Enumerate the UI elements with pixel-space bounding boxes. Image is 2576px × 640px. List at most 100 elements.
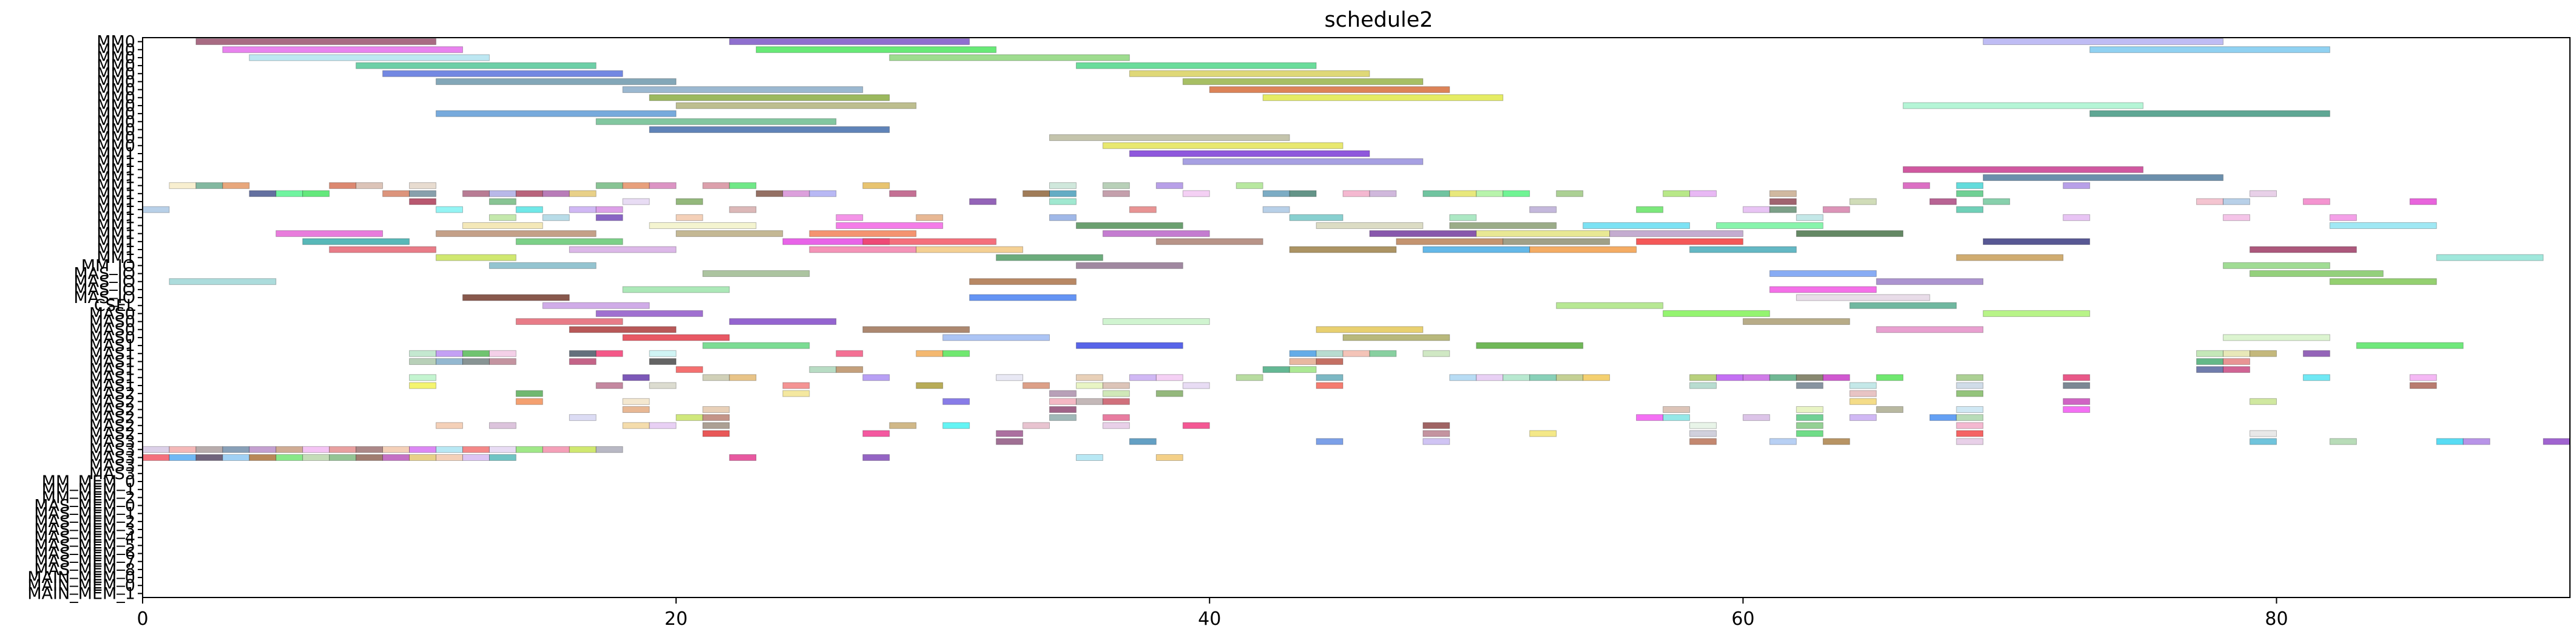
task-bar bbox=[462, 190, 490, 197]
task-bar bbox=[2063, 406, 2091, 413]
task-bar bbox=[1476, 342, 1584, 349]
task-bar bbox=[436, 350, 463, 357]
task-bar bbox=[1102, 414, 1130, 421]
task-bar bbox=[356, 62, 597, 69]
task-bar bbox=[836, 222, 944, 230]
task-bar bbox=[569, 190, 597, 197]
y-tick-label: MAS0 bbox=[89, 321, 135, 339]
task-bar bbox=[1102, 318, 1210, 325]
task-bar bbox=[1689, 438, 1717, 445]
task-bar bbox=[1796, 422, 1824, 429]
task-bar bbox=[1449, 374, 1477, 381]
task-bar bbox=[1342, 190, 1370, 197]
task-bar bbox=[1876, 278, 1984, 285]
task-bar bbox=[782, 190, 810, 197]
task-bar bbox=[1983, 310, 2091, 317]
task-bar bbox=[2302, 350, 2330, 357]
task-bar bbox=[809, 366, 837, 373]
x-axis-ticks: 0 20 40 60 80 bbox=[137, 597, 2288, 630]
x-tick-label: 40 bbox=[1198, 608, 1221, 630]
task-bar bbox=[488, 446, 516, 453]
task-bar bbox=[1742, 206, 1770, 213]
task-bar bbox=[1876, 406, 1904, 413]
task-bar bbox=[916, 350, 944, 357]
y-tick-label: MM_MEM_2 bbox=[42, 488, 135, 507]
task-bar bbox=[1209, 86, 1450, 94]
task-bar bbox=[2436, 438, 2464, 445]
y-tick-label: MAS3 bbox=[89, 440, 135, 459]
task-bar bbox=[356, 182, 384, 189]
y-tick-label: MM0 bbox=[96, 97, 135, 115]
task-bar bbox=[1556, 374, 1584, 381]
task-bar bbox=[1476, 374, 1504, 381]
task-bar bbox=[702, 406, 730, 413]
y-tick-label: MM0 bbox=[96, 104, 135, 123]
task-bar bbox=[1155, 238, 1263, 245]
task-bar bbox=[2223, 198, 2251, 205]
task-bar bbox=[809, 246, 917, 253]
task-bar bbox=[462, 358, 490, 365]
y-tick-label: MAS_MEM_3 bbox=[34, 520, 135, 539]
task-bar bbox=[2329, 214, 2357, 221]
task-bar bbox=[276, 446, 303, 453]
task-bar bbox=[702, 414, 730, 421]
task-bar bbox=[2543, 438, 2571, 445]
task-bar bbox=[542, 214, 570, 221]
task-bar bbox=[488, 454, 516, 461]
task-bar bbox=[1155, 390, 1183, 397]
y-tick-label: MAS_IO bbox=[73, 281, 135, 299]
task-bar bbox=[2436, 254, 2544, 261]
task-bar bbox=[1983, 238, 2091, 245]
y-tick-label: MM1 bbox=[96, 192, 135, 211]
task-bar bbox=[622, 286, 730, 293]
y-tick-label: MAS_MEM_6 bbox=[34, 545, 135, 563]
task-bar bbox=[1769, 198, 1797, 205]
task-bar bbox=[675, 230, 783, 237]
task-bar bbox=[1369, 190, 1397, 197]
task-bar bbox=[436, 230, 597, 237]
y-tick-label: MAS1 bbox=[89, 361, 135, 380]
task-bar bbox=[276, 190, 303, 197]
task-bar bbox=[1689, 374, 1717, 381]
task-bar bbox=[1182, 158, 1424, 165]
task-bar bbox=[1316, 358, 1344, 365]
task-bar bbox=[862, 238, 997, 245]
task-bar bbox=[1289, 246, 1397, 253]
task-bar bbox=[996, 374, 1024, 381]
y-tick-label: MAS_IO bbox=[73, 288, 135, 307]
task-bar bbox=[1182, 422, 1210, 429]
task-bar bbox=[595, 182, 623, 189]
task-bar bbox=[382, 190, 410, 197]
task-bar bbox=[1102, 230, 1210, 237]
task-bar bbox=[488, 214, 516, 221]
y-tick-label: MM0 bbox=[96, 72, 135, 91]
task-bar bbox=[1422, 350, 1450, 357]
task-bar bbox=[1262, 190, 1290, 197]
task-bar bbox=[515, 398, 543, 405]
task-bar bbox=[1396, 238, 1504, 245]
y-tick-label: MAS1 bbox=[89, 336, 135, 355]
task-bar bbox=[276, 230, 384, 237]
task-bar bbox=[1316, 382, 1344, 389]
task-bar bbox=[1075, 222, 1183, 230]
task-bar bbox=[142, 454, 170, 461]
y-tick-label: MM0 bbox=[96, 112, 135, 131]
task-bar bbox=[542, 302, 650, 309]
task-bar bbox=[595, 310, 703, 317]
task-bar bbox=[2196, 358, 2224, 365]
task-bar bbox=[1049, 406, 1077, 413]
y-tick-label: MM0 bbox=[96, 129, 135, 148]
task-bar bbox=[649, 182, 677, 189]
x-tick-label: 20 bbox=[664, 608, 688, 630]
task-bar bbox=[222, 46, 463, 53]
task-bar bbox=[1023, 422, 1050, 429]
task-bar bbox=[542, 446, 570, 453]
task-bar bbox=[1609, 230, 1743, 237]
task-bar bbox=[488, 190, 516, 197]
task-bar bbox=[1422, 246, 1530, 253]
task-bar bbox=[436, 422, 463, 429]
task-bar bbox=[249, 190, 277, 197]
task-bar bbox=[1876, 326, 1984, 333]
task-bar bbox=[329, 182, 357, 189]
